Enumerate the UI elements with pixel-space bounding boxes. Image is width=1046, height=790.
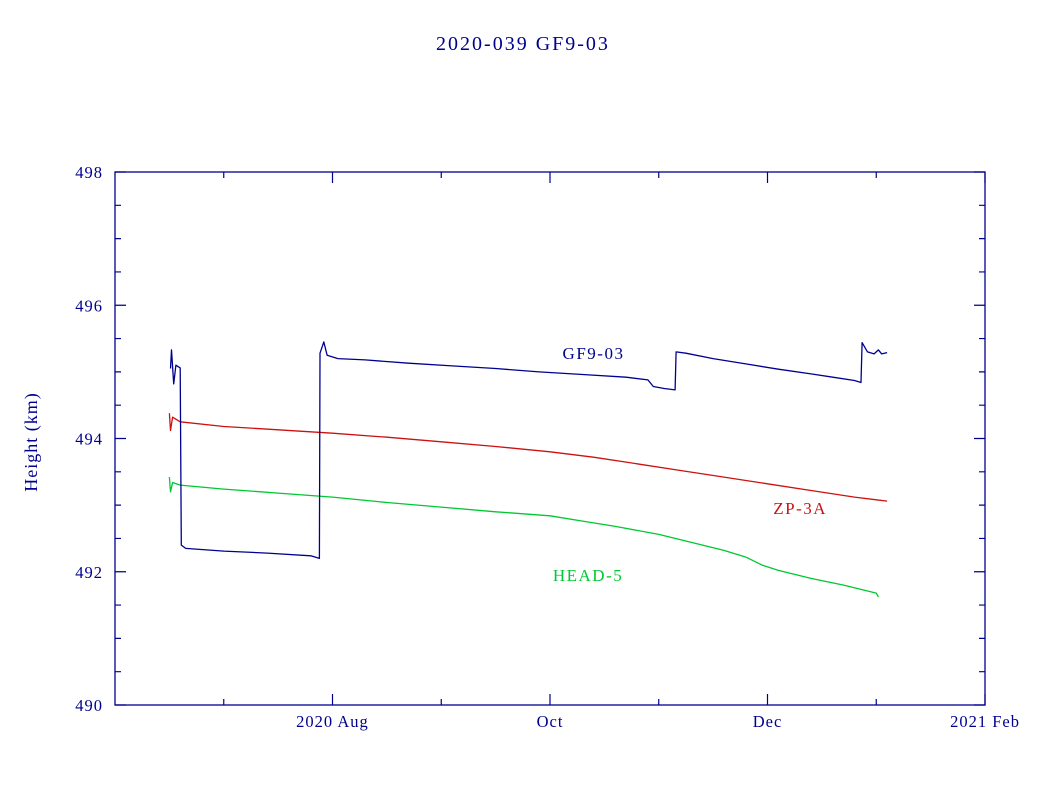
series-label-head-5: HEAD-5 <box>553 566 623 585</box>
x-tick-label: 2020 Aug <box>296 712 369 731</box>
y-tick-label: 490 <box>75 696 103 715</box>
series-label-zp-3a: ZP-3A <box>773 499 827 518</box>
y-tick-label: 494 <box>75 430 103 449</box>
axes: 2020 Aug Oct Dec 2021 Feb 490 492 494 496 498 <box>75 163 1020 731</box>
series-label-gf9-03: GF9-03 <box>563 344 625 363</box>
y-tick-label: 496 <box>75 296 103 315</box>
series-line-head-5 <box>168 477 879 598</box>
chart-title: 2020-039 GF9-03 <box>436 33 610 55</box>
axis-ticks <box>115 171 986 706</box>
plot-frame <box>114 171 986 706</box>
y-axis-title: Height (km) <box>21 392 42 491</box>
series-labels: HEAD-5 ZP-3A GF9-03 <box>553 344 827 585</box>
x-tick-label: 2021 Feb <box>950 712 1020 731</box>
x-tick-label: Oct <box>537 712 564 731</box>
series-line-gf9-03 <box>169 341 888 560</box>
data-series <box>168 341 888 598</box>
series-line-zp-3a <box>168 413 888 502</box>
y-tick-label: 492 <box>75 563 103 582</box>
x-tick-label: Dec <box>753 712 783 731</box>
y-tick-label: 498 <box>75 163 103 182</box>
